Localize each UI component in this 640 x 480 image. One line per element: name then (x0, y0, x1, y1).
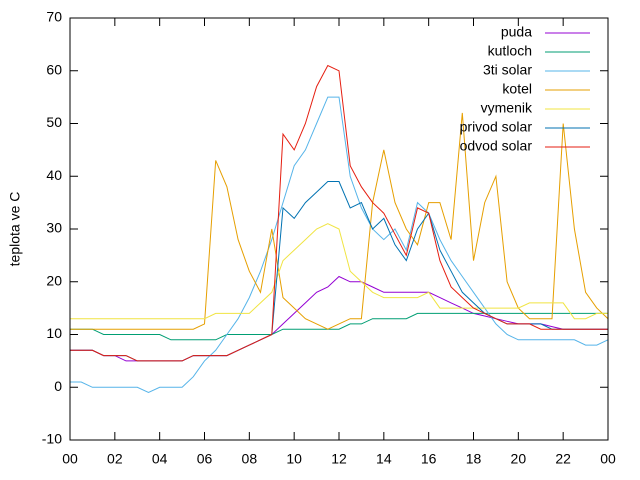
legend-label: puda (501, 24, 532, 40)
x-tick-label: 20 (511, 451, 527, 467)
y-tick-label: 60 (46, 61, 62, 77)
y-tick-label: 10 (46, 325, 62, 341)
y-tick-label: -10 (42, 431, 62, 447)
y-tick-label: 40 (46, 167, 62, 183)
legend-label: kotel (502, 81, 532, 97)
series-line (70, 96, 609, 394)
series-line (70, 64, 608, 362)
legend-label: odvod solar (460, 138, 533, 154)
series-line (70, 181, 608, 362)
y-tick-label: 0 (54, 378, 62, 394)
x-tick-label: 00 (600, 451, 616, 467)
x-tick-label: 00 (62, 451, 78, 467)
legend-label: privod solar (460, 119, 533, 135)
x-tick-label: 08 (242, 451, 258, 467)
y-tick-label: 50 (46, 114, 62, 130)
x-tick-label: 10 (286, 451, 302, 467)
plot-frame (69, 17, 609, 441)
x-tick-label: 22 (555, 451, 571, 467)
x-tick-label: 18 (466, 451, 482, 467)
y-tick-label: 70 (46, 9, 62, 25)
legend-label: 3ti solar (483, 62, 532, 78)
legend-label: vymenik (481, 100, 533, 116)
x-tick-label: 14 (376, 451, 392, 467)
series-line (70, 223, 608, 320)
x-tick-label: 16 (421, 451, 437, 467)
y-tick-label: 30 (46, 220, 62, 236)
series-line (70, 312, 608, 341)
x-tick-label: 12 (331, 451, 347, 467)
y-tick-label: 20 (46, 272, 62, 288)
x-tick-label: 02 (107, 451, 123, 467)
x-tick-label: 06 (197, 451, 213, 467)
x-tick-label: 04 (152, 451, 168, 467)
y-axis-label: teplota ve C (7, 192, 23, 267)
legend-label: kutloch (488, 43, 532, 59)
